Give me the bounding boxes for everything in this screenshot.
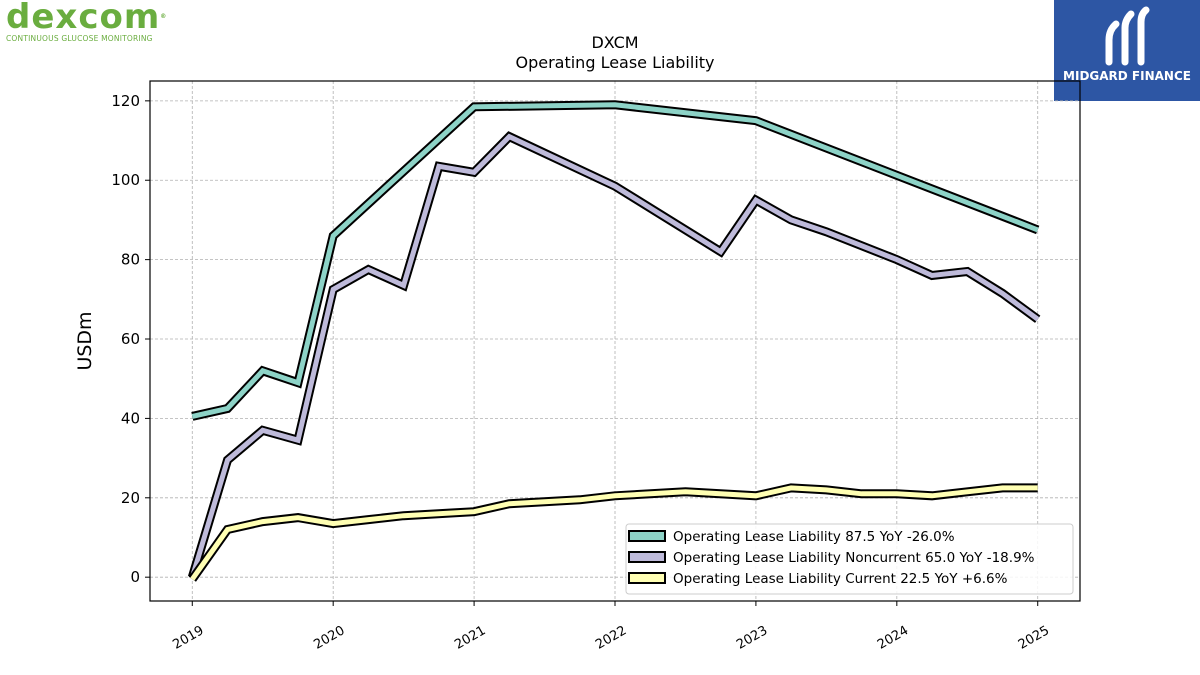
series-layer [187, 100, 1041, 582]
x-tick-label: 2025 [1016, 623, 1052, 653]
x-tick-label: 2019 [170, 623, 206, 653]
legend-swatch [628, 551, 666, 563]
x-tick-label: 2020 [311, 623, 347, 653]
legend-label: Operating Lease Liability Noncurrent 65.… [673, 550, 1035, 566]
dexcom-logo-tagline: CONTINUOUS GLUCOSE MONITORING [6, 34, 153, 43]
x-axis-ticks: 2019 2020 2021 2022 2023 2024 2025 [170, 601, 1052, 653]
legend-box [625, 523, 1074, 595]
x-tick-label: 2024 [875, 623, 911, 653]
legend: Operating Lease Liability 87.5 YoY -26.0… [625, 523, 1074, 595]
series-2 [188, 483, 1038, 582]
chart-subtitle: Operating Lease Liability [515, 53, 714, 72]
midgard-finance-name: MIDGARD FINANCE [1063, 69, 1191, 83]
dexcom-logo: dexcom® CONTINUOUS GLUCOSE MONITORING [6, 0, 186, 48]
series-line [191, 102, 1039, 419]
y-tick-label: 120 [111, 92, 140, 110]
y-tick-label: 0 [130, 568, 140, 586]
y-tick-label: 80 [121, 251, 140, 269]
legend-swatch [628, 572, 666, 584]
series-line [190, 485, 1038, 581]
legend-label: Operating Lease Liability 87.5 YoY -26.0… [673, 529, 955, 545]
series-1 [187, 131, 1041, 579]
chart-title: DXCM [591, 33, 638, 52]
x-tick-label: 2023 [734, 623, 770, 653]
dexcom-logo-word: dexcom [6, 0, 161, 37]
registered-mark: ® [160, 13, 168, 20]
legend-label: Operating Lease Liability Current 22.5 Y… [673, 571, 1008, 587]
midgard-finance-logo: MIDGARD FINANCE [1054, 0, 1200, 101]
series-line [189, 133, 1040, 578]
x-tick-label: 2022 [593, 623, 629, 653]
y-axis-ticks: 0 20 40 60 80 100 120 [111, 92, 150, 586]
y-tick-label: 20 [121, 489, 140, 507]
y-axis-label: USDm [74, 311, 96, 370]
midgard-emblem-icon [1105, 6, 1150, 66]
x-tick-label: 2021 [452, 623, 488, 653]
legend-swatch [628, 530, 666, 542]
y-tick-label: 100 [111, 171, 140, 189]
series-0 [191, 100, 1040, 421]
y-tick-label: 40 [121, 409, 140, 427]
y-tick-label: 60 [121, 330, 140, 348]
